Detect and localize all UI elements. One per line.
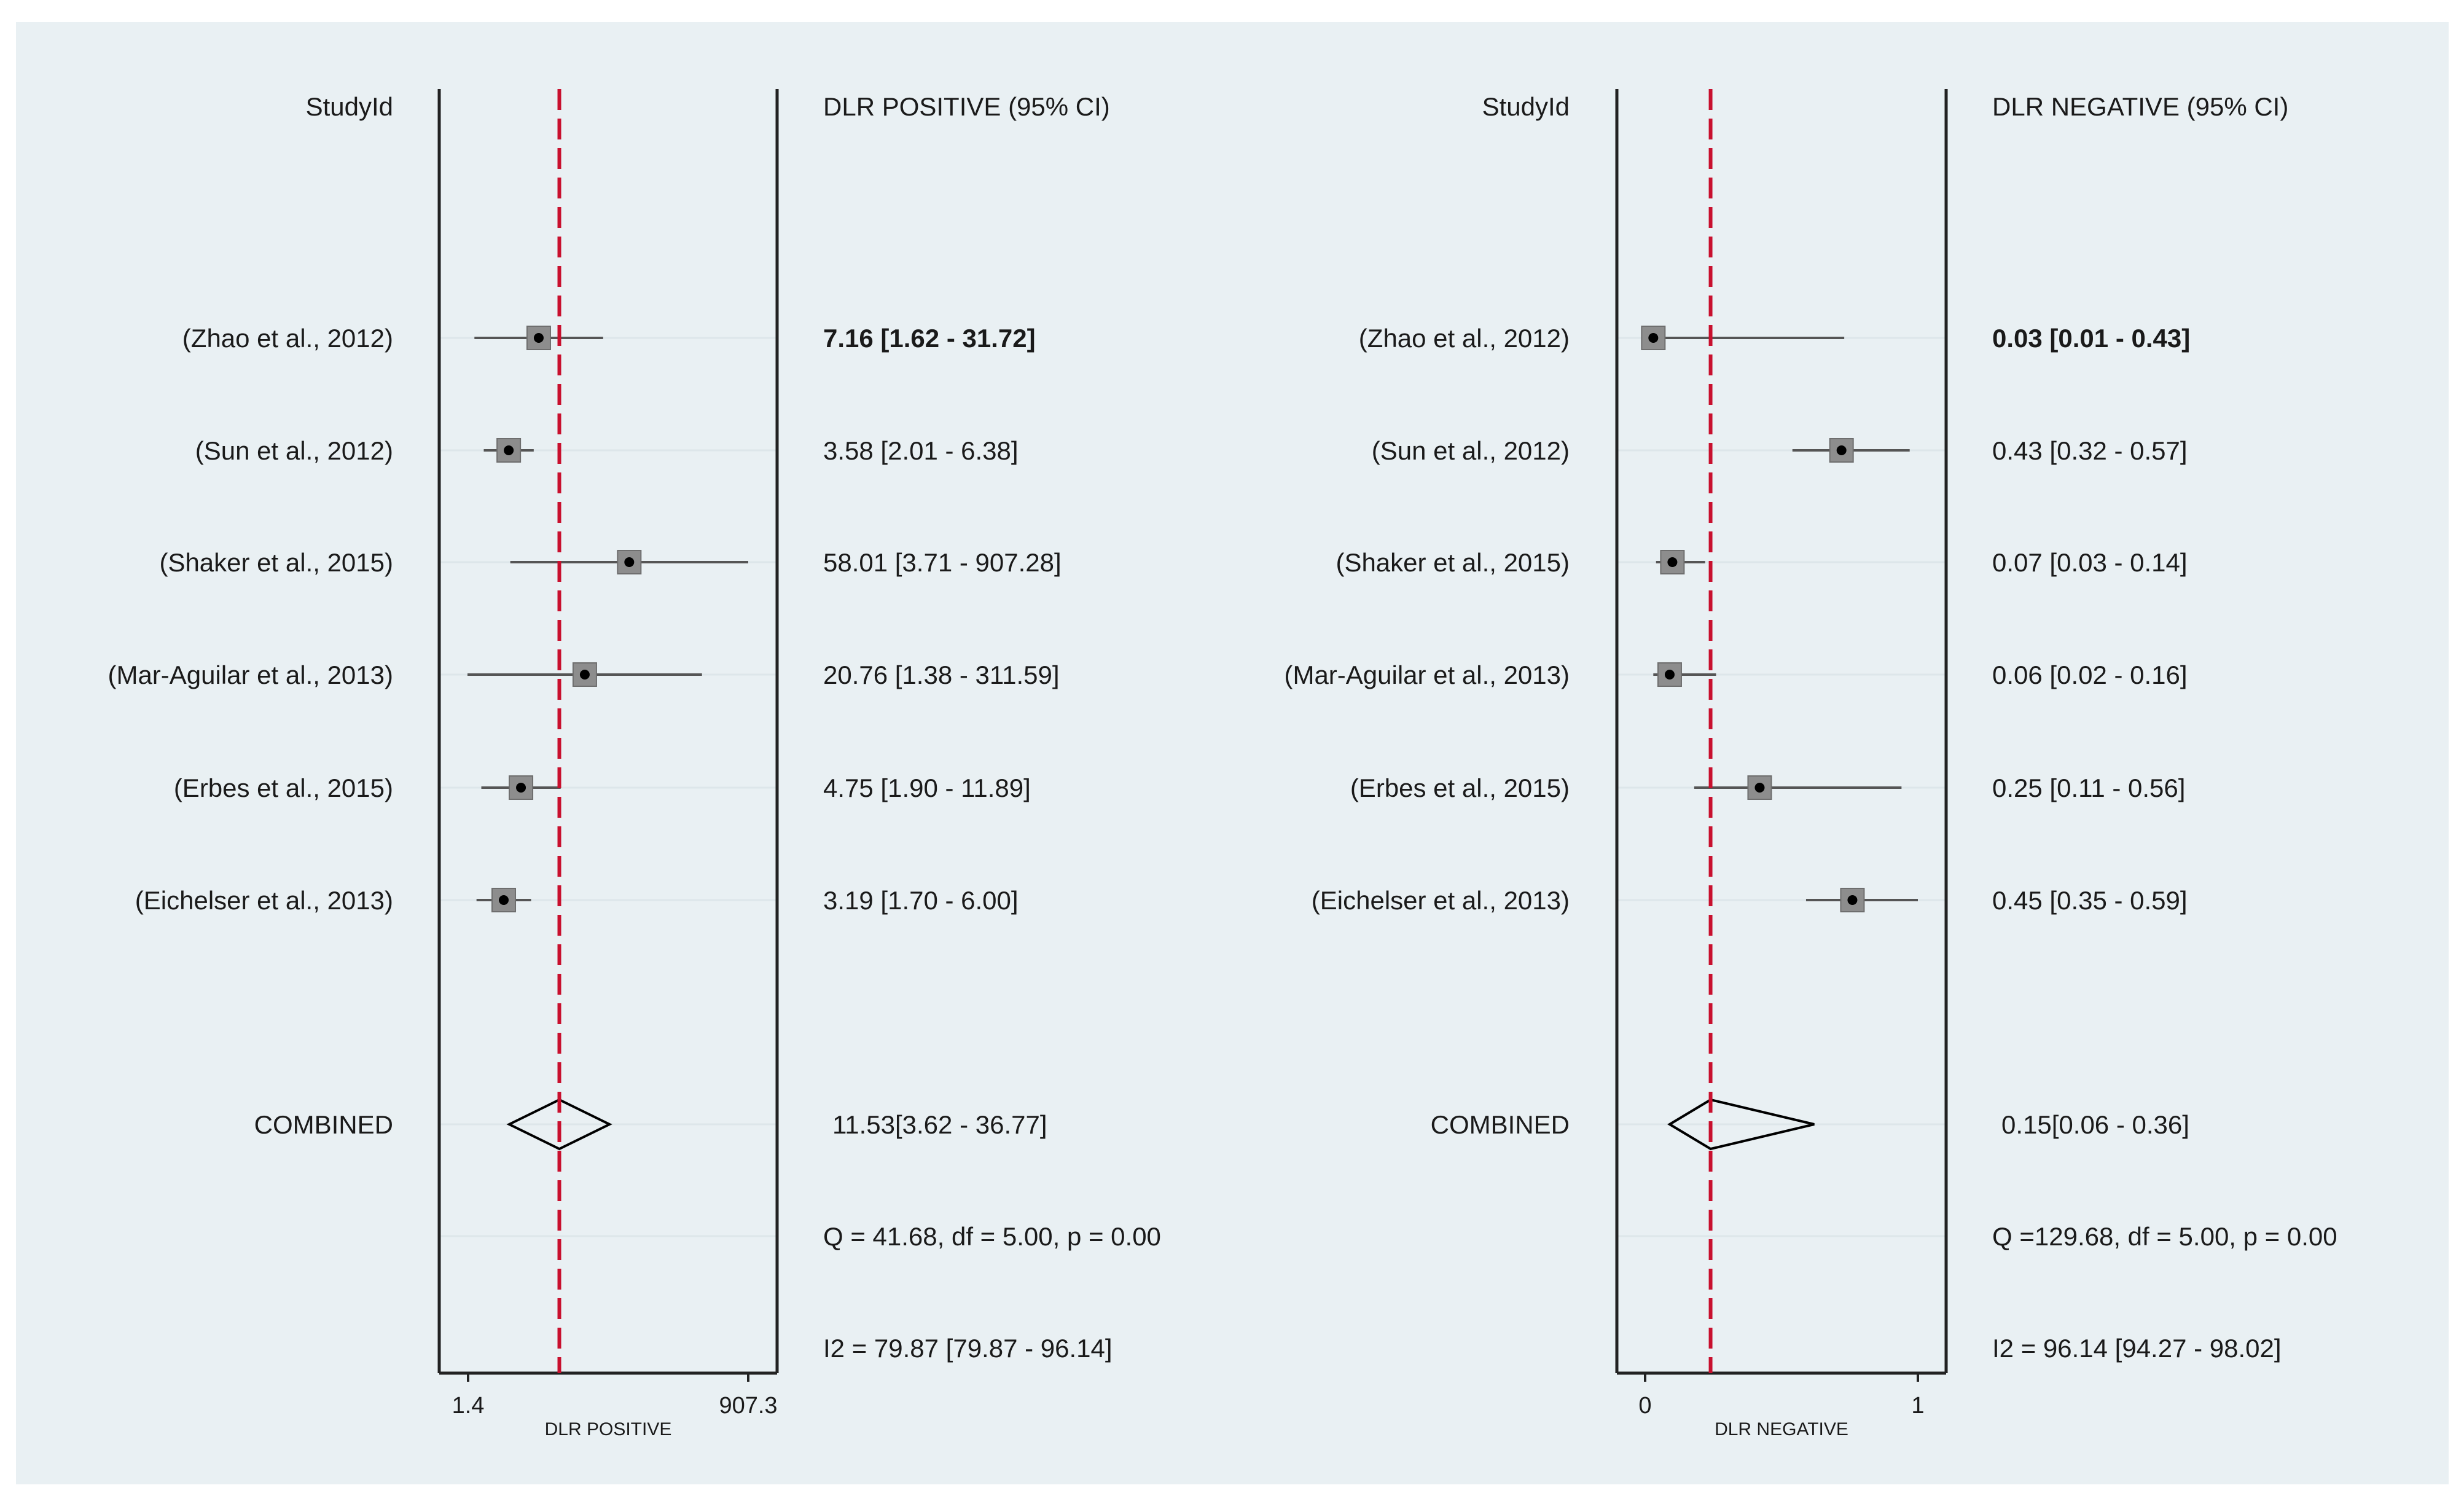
- positive-combined-label: COMBINED: [254, 1110, 393, 1139]
- positive-combined-ci-label: 11.53[3.62 - 36.77]: [832, 1110, 1047, 1139]
- figure-background: [16, 22, 2449, 1484]
- positive-tick-label: 1.4: [452, 1393, 485, 1419]
- positive-point-estimate: [504, 445, 514, 455]
- positive-point-estimate: [499, 895, 509, 905]
- positive-study-ci-label: 7.16 [1.62 - 31.72]: [823, 324, 1036, 353]
- positive-q-statistic: Q = 41.68, df = 5.00, p = 0.00: [823, 1222, 1161, 1251]
- negative-tick-label: 1: [1911, 1393, 1924, 1419]
- positive-i2-statistic: I2 = 79.87 [79.87 - 96.14]: [823, 1334, 1113, 1363]
- negative-study-ci-label: 0.43 [0.32 - 0.57]: [1992, 436, 2188, 465]
- positive-point-estimate: [533, 333, 544, 343]
- positive-x-axis-title: DLR POSITIVE: [545, 1419, 672, 1439]
- negative-study-ci-label: 0.07 [0.03 - 0.14]: [1992, 548, 2188, 577]
- negative-point-estimate: [1754, 783, 1765, 793]
- positive-combined-diamond: [506, 1098, 612, 1151]
- negative-combined-ci-label: 0.15[0.06 - 0.36]: [2001, 1110, 2189, 1139]
- dlr-positive-panel: 1.4 907.3 DLR POSITIVE StudyId DLR POSITIVE …: [108, 89, 1161, 1439]
- negative-study-ci-label: 0.45 [0.35 - 0.59]: [1992, 886, 2188, 915]
- negative-point-estimate: [1664, 670, 1675, 680]
- positive-study-name: (Erbes et al., 2015): [174, 774, 393, 802]
- positive-study-name: (Mar-Aguilar et al., 2013): [108, 660, 393, 689]
- negative-study-ci-label: 0.25 [0.11 - 0.56]: [1992, 774, 2185, 802]
- positive-point-estimate: [579, 670, 590, 680]
- negative-ci-header: DLR NEGATIVE (95% CI): [1992, 92, 2288, 121]
- negative-i2-statistic: I2 = 96.14 [94.27 - 98.02]: [1992, 1334, 2282, 1363]
- positive-study-ci-label: 58.01 [3.71 - 907.28]: [823, 548, 1062, 577]
- positive-study-name: (Shaker et al., 2015): [159, 548, 393, 577]
- negative-study-name: (Mar-Aguilar et al., 2013): [1284, 660, 1570, 689]
- positive-study-name: (Sun et al., 2012): [195, 436, 393, 465]
- negative-point-estimate: [1836, 445, 1847, 455]
- positive-tick-label: 907.3: [719, 1393, 777, 1419]
- negative-x-axis-title: DLR NEGATIVE: [1715, 1419, 1848, 1439]
- negative-q-statistic: Q =129.68, df = 5.00, p = 0.00: [1992, 1222, 2337, 1251]
- negative-study-name: (Sun et al., 2012): [1372, 436, 1570, 465]
- negative-combined-diamond: [1667, 1098, 1815, 1151]
- negative-point-estimate: [1847, 895, 1858, 905]
- positive-weight-square: [509, 775, 534, 800]
- positive-study-ci-label: 4.75 [1.90 - 11.89]: [823, 774, 1031, 802]
- dlr-negative-panel: 0 1 DLR NEGATIVE StudyId DLR NEGATIVE (95% C…: [1284, 89, 2337, 1439]
- negative-point-estimate: [1667, 557, 1678, 567]
- positive-point-estimate: [516, 783, 526, 793]
- positive-study-ci-label: 20.76 [1.38 - 311.59]: [823, 660, 1060, 689]
- positive-study-name: (Eichelser et al., 2013): [135, 886, 393, 915]
- negative-study-name: (Eichelser et al., 2013): [1312, 886, 1570, 915]
- negative-tick-label: 0: [1638, 1393, 1651, 1419]
- negative-study-name: (Shaker et al., 2015): [1336, 548, 1570, 577]
- negative-combined-label: COMBINED: [1431, 1110, 1570, 1139]
- positive-point-estimate: [624, 557, 635, 567]
- negative-study-ci-label: 0.03 [0.01 - 0.43]: [1992, 324, 2190, 353]
- negative-studyid-header: StudyId: [1482, 92, 1570, 121]
- positive-study-ci-label: 3.58 [2.01 - 6.38]: [823, 436, 1019, 465]
- positive-study-name: (Zhao et al., 2012): [182, 324, 393, 353]
- positive-ci-header: DLR POSITIVE (95% CI): [823, 92, 1110, 121]
- negative-weight-square: [1829, 438, 1854, 463]
- negative-point-estimate: [1648, 333, 1659, 343]
- positive-study-ci-label: 3.19 [1.70 - 6.00]: [823, 886, 1019, 915]
- positive-studyid-header: StudyId: [306, 92, 393, 121]
- negative-study-ci-label: 0.06 [0.02 - 0.16]: [1992, 660, 2188, 689]
- negative-study-name: (Zhao et al., 2012): [1359, 324, 1570, 353]
- negative-study-name: (Erbes et al., 2015): [1350, 774, 1570, 802]
